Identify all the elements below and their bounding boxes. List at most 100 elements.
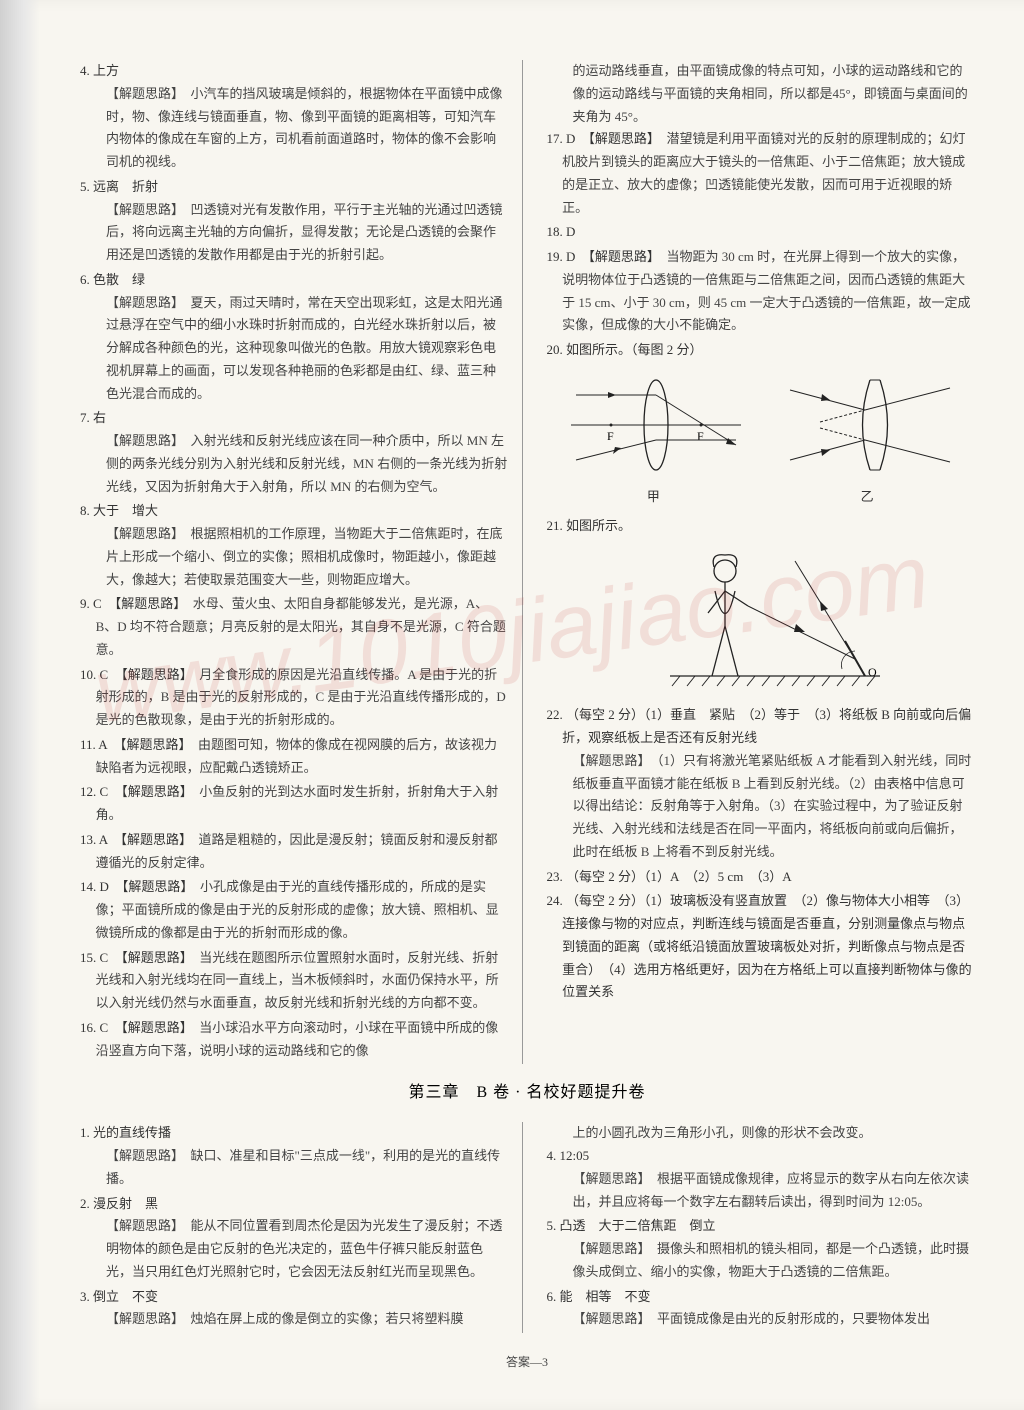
item-num: 2. [80, 1196, 90, 1211]
item-21: 21. 如图所示。 [547, 515, 975, 538]
explain-label: 【解题思路】 [106, 1148, 178, 1163]
item-answer: （每空 2 分）（1）玻璃板没有竖直放置 （2）像与物体大小相等 （3）连接像与… [562, 893, 972, 999]
explain-label: 【解题思路】 [573, 1241, 645, 1256]
item-num: 24. [547, 893, 563, 908]
s2-item-1: 1. 光的直线传播 【解题思路】 缺口、准星和目标"三点成一线"，利用的是光的直… [80, 1122, 508, 1190]
item-num: 15. C [80, 950, 108, 965]
s2-item-4: 4. 12:05 【解题思路】 根据平面镜成像规律，应将显示的数字从右向左依次读… [547, 1145, 975, 1213]
explain-label: 【解题思路】 [121, 667, 186, 682]
item-24: 24. （每空 2 分）（1）玻璃板没有竖直放置 （2）像与物体大小相等 （3）… [547, 890, 975, 1004]
item-num: 4. [80, 63, 90, 78]
item-answer: 12:05 [560, 1148, 590, 1163]
item-answer: 色散 绿 [93, 272, 145, 287]
explain-label: 【解题思路】 [106, 526, 178, 541]
s2-item-6: 6. 能 相等 不变 【解题思路】 平面镜成像是由光的反射形成的，只要物体发出 [547, 1286, 975, 1332]
item-19: 19. D 【解题思路】 当物距为 30 cm 时，在光屏上得到一个放大的实像，… [547, 246, 975, 337]
label-jia: 甲 [647, 486, 660, 509]
explain-label: 【解题思路】 [573, 1311, 645, 1326]
explain-label: 【解题思路】 [106, 1311, 178, 1326]
item-num: 9. C [80, 596, 102, 611]
section2-right-column: 上的小圆孔改为三角形小孔，则像的形状不会改变。 4. 12:05 【解题思路】 … [543, 1122, 975, 1333]
item-num: 13. A [80, 832, 107, 847]
item-10: 10. C 【解题思路】 月全食形成的原因是光沿直线传播。A 是由于光的折射形成… [80, 664, 508, 732]
item-num: 21. [547, 518, 563, 533]
item-answer: 上方 [93, 63, 119, 78]
item-15: 15. C 【解题思路】 当光线在题图所示位置照射水面时，反射光线、折射光线和入… [80, 947, 508, 1015]
svg-text:O: O [868, 665, 877, 679]
item-answer: 倒立 不变 [93, 1289, 158, 1304]
item-num: 4. [547, 1148, 557, 1163]
explain-label: 【解题思路】 [121, 784, 186, 799]
explain-label: 【解题思路】 [120, 832, 185, 847]
item-num: 23. [547, 869, 563, 884]
explain-label: 【解题思路】 [106, 86, 178, 101]
item-num: 10. C [80, 667, 108, 682]
section-1-columns: 4. 上方 【解题思路】 小汽车的挡风玻璃是倾斜的，根据物体在平面镜中成像时，物… [80, 60, 974, 1064]
item-num: 14. D [80, 879, 109, 894]
explain-label: 【解题思路】 [120, 737, 185, 752]
item-23: 23. （每空 2 分）（1）A （2）5 cm （3）A [547, 866, 975, 889]
item-answer: 漫反射 黑 [93, 1196, 158, 1211]
item-18: 18. D [547, 221, 975, 244]
s2-item-2: 2. 漫反射 黑 【解题思路】 能从不同位置看到周杰伦是因为光发生了漫反射；不透… [80, 1193, 508, 1284]
item-num: 7. [80, 410, 90, 425]
diagram-yi-concave [780, 370, 960, 480]
item-answer: （每空 2 分）（1）A （2）5 cm （3）A [566, 869, 792, 884]
s2-item-3: 3. 倒立 不变 【解题思路】 烛焰在屏上成的像是倒立的实像；若只将塑料膜 [80, 1286, 508, 1332]
item-6: 6. 色散 绿 【解题思路】 夏天，雨过天晴时，常在天空出现彩虹，这是太阳光通过… [80, 269, 508, 406]
explain-label: 【解题思路】 [106, 295, 178, 310]
item-9: 9. C 【解题思路】 水母、萤火虫、太阳自身都能够发光，是光源，A、B、D 均… [80, 593, 508, 661]
item-answer: 远离 折射 [93, 179, 158, 194]
item-4: 4. 上方 【解题思路】 小汽车的挡风玻璃是倾斜的，根据物体在平面镜中成像时，物… [80, 60, 508, 174]
item-num: 18. D [547, 224, 576, 239]
item-11: 11. A 【解题思路】 由题图可知，物体的像成在视网膜的后方，故该视力缺陷者为… [80, 734, 508, 780]
item-answer: 如图所示。（每图 2 分） [566, 342, 703, 357]
item-num: 1. [80, 1125, 90, 1140]
explain-label: 【解题思路】 [106, 1218, 178, 1233]
explain-label: 【解题思路】 [573, 753, 645, 768]
item-13: 13. A 【解题思路】 道路是粗糙的，因此是漫反射；镜面反射和漫反射都遵循光的… [80, 829, 508, 875]
diagram-labels-20: 甲 乙 [547, 486, 975, 509]
item-17: 17. D 【解题思路】 潜望镜是利用平面镜对光的反射的原理制成的；幻灯机胶片到… [547, 128, 975, 219]
explain-label: 【解题思路】 [588, 131, 653, 146]
diagram-21-wrapper: O [547, 541, 975, 696]
explain-label: 【解题思路】 [573, 1171, 645, 1186]
item-num: 19. D [547, 249, 576, 264]
explain-text: 平面镜成像是由光的反射形成的，只要物体发出 [657, 1311, 930, 1326]
item-num: 17. D [547, 131, 576, 146]
item-num: 12. C [80, 784, 108, 799]
page-footer: 答案—3 [80, 1353, 974, 1370]
explain-label: 【解题思路】 [121, 1020, 186, 1035]
item-answer: 如图所示。 [566, 518, 631, 533]
explain-text: 烛焰在屏上成的像是倒立的实像；若只将塑料膜 [191, 1311, 464, 1326]
item-num: 8. [80, 503, 90, 518]
item-answer: 能 相等 不变 [560, 1289, 651, 1304]
explain-text: 夏天，雨过天晴时，常在天空出现彩虹，这是太阳光通过悬浮在空气中的细小水珠时折射而… [106, 295, 503, 401]
s2-item-5: 5. 凸透 大于二倍焦距 倒立 【解题思路】 摄像头和照相机的镜头相同，都是一个… [547, 1215, 975, 1283]
document-page: www.1010jiajiao.com 4. 上方 【解题思路】 小汽车的挡风玻… [0, 0, 1024, 1410]
item-num: 5. [547, 1218, 557, 1233]
item-14: 14. D 【解题思路】 小孔成像是由于光的直线传播形成的，所成的是实像；平面镜… [80, 876, 508, 944]
item-num: 20. [547, 342, 563, 357]
item-answer: 大于 增大 [93, 503, 158, 518]
diagram-girl-mirror: O [630, 541, 890, 696]
item-num: 22. [547, 707, 563, 722]
item-7: 7. 右 【解题思路】 入射光线和反射光线应该在同一种介质中，所以 MN 左侧的… [80, 407, 508, 498]
item-num: 6. [80, 272, 90, 287]
item-20: 20. 如图所示。（每图 2 分） [547, 339, 975, 362]
item-16: 16. C 【解题思路】 当小球沿水平方向滚动时，小球在平面镜中所成的像沿竖直方… [80, 1017, 508, 1063]
label-F-left: F [607, 429, 614, 443]
explain-label: 【解题思路】 [115, 596, 180, 611]
item-5: 5. 远离 折射 【解题思路】 凹透镜对光有发散作用，平行于主光轴的光通过凹透镜… [80, 176, 508, 267]
explain-label: 【解题思路】 [121, 950, 186, 965]
diagram-row-20: F F [547, 370, 975, 480]
s2-item-3-continuation: 上的小圆孔改为三角形小孔，则像的形状不会改变。 [547, 1122, 975, 1145]
item-answer: （每空 2 分）（1）垂直 紧贴 （2）等于 （3）将纸板 B 向前或向后偏折，… [562, 707, 971, 745]
explain-label: 【解题思路】 [106, 433, 178, 448]
section-2-title: 第三章 B 卷 · 名校好题提升卷 [80, 1078, 974, 1102]
item-12: 12. C 【解题思路】 小鱼反射的光到达水面时发生折射，折射角大于入射角。 [80, 781, 508, 827]
item-16-continuation: 的运动路线垂直，由平面镜成像的特点可知，小球的运动路线和它的像的运动路线与平面镜… [547, 60, 975, 128]
item-num: 3. [80, 1289, 90, 1304]
item-num: 16. C [80, 1020, 108, 1035]
explain-label: 【解题思路】 [106, 202, 178, 217]
